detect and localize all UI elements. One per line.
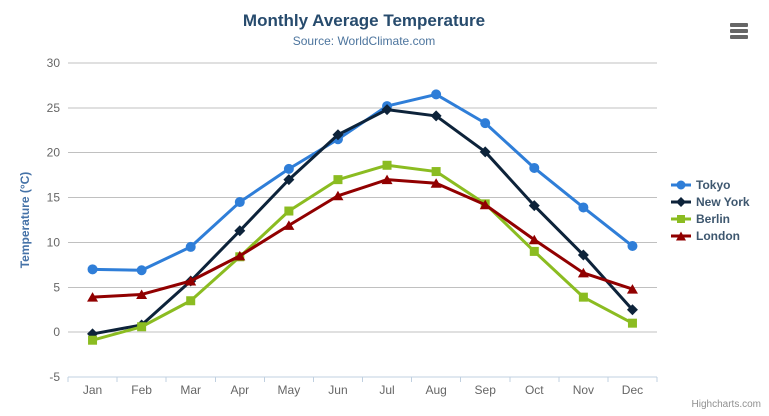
data-point-berlin[interactable] xyxy=(88,335,98,345)
y-axis-label: 30 xyxy=(47,56,61,70)
data-point-new-york[interactable] xyxy=(283,174,295,186)
legend-label: Berlin xyxy=(696,211,731,226)
data-point-new-york[interactable] xyxy=(234,225,246,237)
x-axis-label: Jan xyxy=(83,383,102,397)
y-axis-label: 15 xyxy=(47,191,61,205)
data-point-london[interactable] xyxy=(332,190,344,201)
data-point-london[interactable] xyxy=(136,289,148,299)
data-point-berlin[interactable] xyxy=(382,160,392,170)
y-axis-label: 0 xyxy=(53,325,60,339)
x-axis-label: Nov xyxy=(573,383,594,397)
legend-symbol xyxy=(676,196,686,207)
data-point-london[interactable] xyxy=(283,220,295,230)
data-point-berlin[interactable] xyxy=(627,318,637,328)
export-menu-button[interactable] xyxy=(727,20,751,42)
data-point-tokyo[interactable] xyxy=(185,241,196,252)
x-axis-label: Sep xyxy=(475,383,497,397)
data-point-new-york[interactable] xyxy=(332,129,344,141)
data-point-berlin[interactable] xyxy=(284,206,294,216)
data-point-berlin[interactable] xyxy=(333,175,343,185)
legend-label: New York xyxy=(696,194,750,209)
legend-item-new-york[interactable]: New York xyxy=(671,193,750,210)
legend-marker-icon xyxy=(671,180,691,189)
x-axis-label: Dec xyxy=(622,383,643,397)
chart-subtitle: Source: WorldClimate.com xyxy=(292,34,436,48)
data-point-new-york[interactable] xyxy=(381,104,393,116)
data-point-berlin[interactable] xyxy=(137,322,147,332)
data-point-tokyo[interactable] xyxy=(578,202,589,213)
x-axis-label: Aug xyxy=(425,383,446,397)
data-point-london[interactable] xyxy=(479,199,491,210)
data-point-berlin[interactable] xyxy=(529,246,539,256)
data-point-london[interactable] xyxy=(234,250,246,261)
y-axis-label: 25 xyxy=(47,101,61,115)
data-point-tokyo[interactable] xyxy=(431,89,442,100)
x-axis-label: Jul xyxy=(379,383,394,397)
hamburger-icon xyxy=(729,23,749,39)
x-axis-label: Apr xyxy=(230,383,249,397)
legend: Tokyo New York Berlin London xyxy=(671,176,750,244)
x-axis-label: May xyxy=(278,383,301,397)
data-point-london[interactable] xyxy=(528,234,540,245)
data-point-new-york[interactable] xyxy=(430,110,442,122)
legend-symbol xyxy=(676,180,686,189)
legend-marker-icon xyxy=(671,231,691,240)
data-point-tokyo[interactable] xyxy=(627,241,638,252)
y-axis-label: 5 xyxy=(53,280,60,294)
data-point-tokyo[interactable] xyxy=(283,163,294,174)
data-point-new-york[interactable] xyxy=(577,249,589,261)
series-line-new-york[interactable] xyxy=(91,108,634,336)
data-point-new-york[interactable] xyxy=(528,200,540,212)
data-point-new-york[interactable] xyxy=(479,146,491,158)
legend-symbol xyxy=(677,214,685,223)
y-axis-label: 20 xyxy=(47,146,61,160)
data-point-tokyo[interactable] xyxy=(136,265,147,276)
legend-item-berlin[interactable]: Berlin xyxy=(671,210,750,227)
x-axis-label: Oct xyxy=(525,383,544,397)
series-line-berlin[interactable] xyxy=(91,163,634,342)
data-point-london[interactable] xyxy=(626,284,638,294)
y-axis-label: -5 xyxy=(49,370,60,384)
data-point-london[interactable] xyxy=(185,276,197,286)
data-point-berlin[interactable] xyxy=(578,292,588,302)
data-point-london[interactable] xyxy=(87,292,99,302)
legend-label: Tokyo xyxy=(696,177,731,192)
data-point-new-york[interactable] xyxy=(626,304,638,316)
series-line-london[interactable] xyxy=(91,178,634,299)
data-point-tokyo[interactable] xyxy=(480,118,491,129)
data-point-berlin[interactable] xyxy=(431,167,441,177)
chart-title: Monthly Average Temperature xyxy=(242,11,486,30)
data-point-tokyo[interactable] xyxy=(234,197,245,208)
x-axis-label: Mar xyxy=(180,383,201,397)
legend-marker-icon xyxy=(671,214,691,223)
data-point-tokyo[interactable] xyxy=(529,162,540,173)
legend-label: London xyxy=(696,228,740,243)
legend-item-tokyo[interactable]: Tokyo xyxy=(671,176,750,193)
legend-marker-icon xyxy=(671,196,691,207)
legend-symbol xyxy=(676,231,686,240)
data-point-london[interactable] xyxy=(577,267,589,278)
y-axis-title: Temperature (°C) xyxy=(18,171,32,269)
data-point-berlin[interactable] xyxy=(186,296,196,306)
x-axis-label: Feb xyxy=(131,383,152,397)
data-point-london[interactable] xyxy=(430,178,442,188)
legend-item-london[interactable]: London xyxy=(671,227,750,244)
data-point-london[interactable] xyxy=(381,174,393,185)
data-point-tokyo[interactable] xyxy=(87,264,98,275)
y-axis-label: 10 xyxy=(47,235,61,249)
x-axis-label: Jun xyxy=(328,383,347,397)
credits-link[interactable]: Highcharts.com xyxy=(691,399,761,410)
